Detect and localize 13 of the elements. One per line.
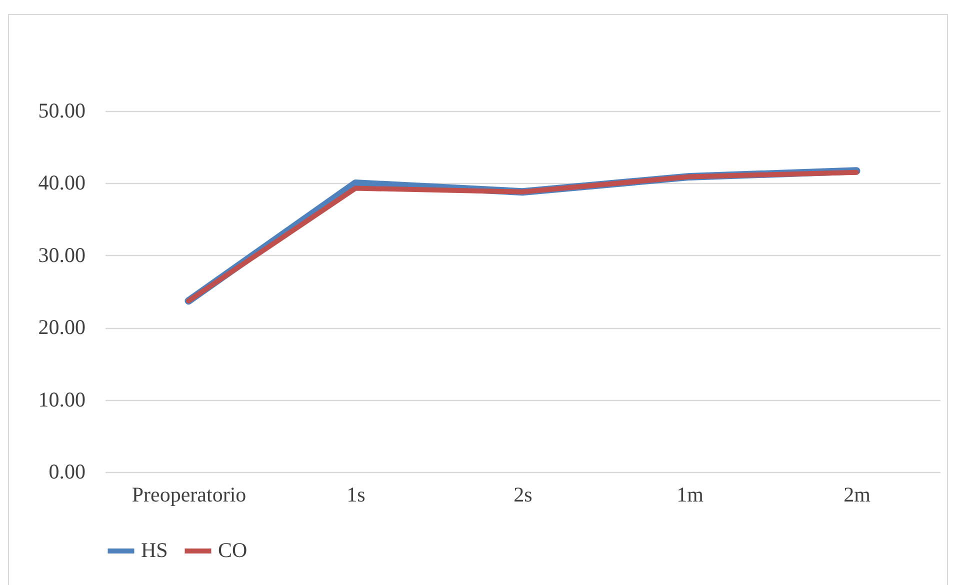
y-tick-label: 50.00: [38, 98, 86, 122]
x-tick-label: 1m: [676, 482, 704, 506]
y-tick-label: 20.00: [38, 315, 86, 340]
y-tick-label: 0.00: [48, 460, 86, 484]
y-tick-label: 40.00: [38, 170, 86, 195]
x-tick-label: 1s: [346, 482, 366, 506]
x-tick-label: 2m: [844, 482, 870, 506]
y-tick-label: 30.00: [38, 242, 86, 267]
x-tick-label: Preoperatorio: [132, 482, 246, 506]
y-tick-label: 10.00: [38, 387, 86, 412]
legend-label: CO: [218, 538, 248, 562]
legend-label: HS: [141, 538, 168, 562]
x-tick-label: 2s: [514, 482, 532, 506]
